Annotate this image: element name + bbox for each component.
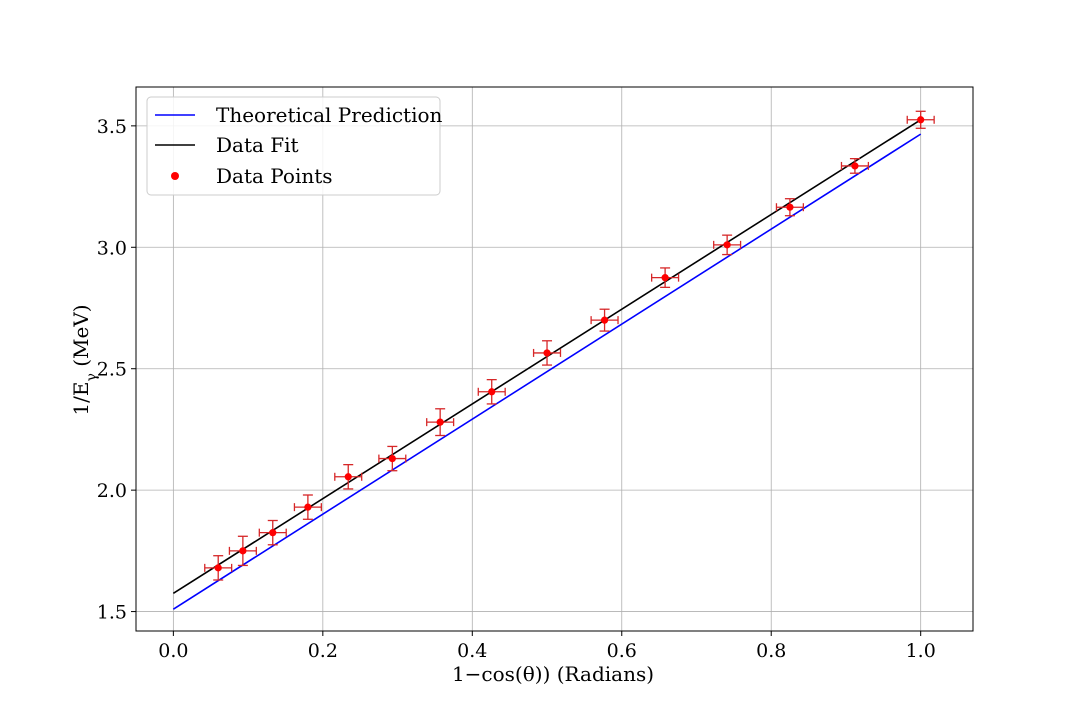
data-point <box>917 116 925 124</box>
x-tick-label: 0.6 <box>607 640 637 662</box>
data-point <box>786 203 794 211</box>
x-tick-label: 0.0 <box>158 640 188 662</box>
data-point-group <box>334 463 363 490</box>
data-point <box>600 316 609 324</box>
x-tick-label: 1.0 <box>906 640 936 662</box>
axis-ticks: 0.0 0.2 0.4 0.6 0.8 1.0 1.5 2.0 2.5 3.0 3.5 <box>97 116 936 662</box>
plot-frame <box>135 86 974 632</box>
y-tick-label: 2.5 <box>97 359 127 381</box>
data-point <box>723 241 731 249</box>
data-point-group <box>590 308 619 332</box>
y-tick-label: 3.5 <box>97 116 127 138</box>
data-point <box>851 162 859 170</box>
data-point-group <box>651 267 680 289</box>
x-tick-label: 0.8 <box>756 640 786 662</box>
data-point-group <box>775 198 805 217</box>
data-point <box>269 529 277 537</box>
data-point <box>239 547 247 555</box>
data-point-group <box>713 234 742 256</box>
data-point <box>214 564 222 572</box>
x-axis-label: 1−cos(θ)) (Radians) <box>452 662 654 686</box>
data-point-group <box>228 535 257 567</box>
data-point-group <box>532 340 562 366</box>
y-tick-label: 2.0 <box>97 480 127 502</box>
data-point-group <box>906 110 935 129</box>
data-point-group <box>840 157 870 174</box>
data-point <box>543 349 551 357</box>
data-point <box>344 473 352 481</box>
x-tick-label: 0.4 <box>457 640 487 662</box>
data-point <box>388 454 396 463</box>
legend-box <box>146 96 441 196</box>
data-point-group <box>477 378 506 405</box>
legend-label: Theoretical Prediction <box>216 103 443 127</box>
legend-label: Data Fit <box>216 133 299 157</box>
legend-label: Data Points <box>216 164 333 188</box>
legend-marker-swatch <box>171 172 179 180</box>
y-tick-label: 3.0 <box>97 237 127 259</box>
data-point <box>436 418 444 426</box>
data-point-group <box>258 519 287 546</box>
data-point <box>488 388 496 396</box>
data-point-group <box>426 408 455 437</box>
data-point-group <box>293 494 322 520</box>
data-point <box>304 503 312 511</box>
data-point-group <box>204 555 233 581</box>
data-point <box>661 274 669 282</box>
y-tick-label: 1.5 <box>97 602 127 624</box>
theoretical-prediction-line <box>172 133 922 610</box>
y-axis-label: 1/Eγ (MeV) <box>69 304 100 415</box>
legend: Theoretical Prediction Data Fit Data Point… <box>146 96 443 196</box>
data-point-group <box>378 445 407 472</box>
x-tick-label: 0.2 <box>308 640 338 662</box>
plot-series <box>172 110 935 610</box>
